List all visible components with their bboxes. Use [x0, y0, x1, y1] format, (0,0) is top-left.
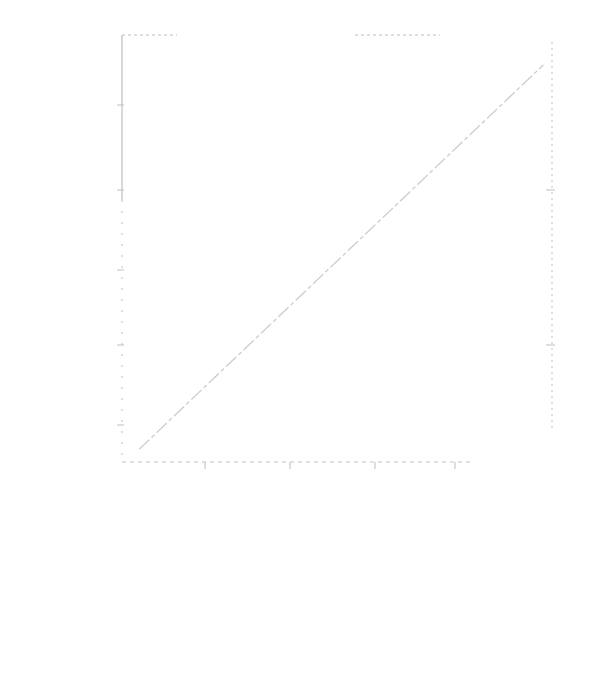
chart-axes — [121, 34, 553, 463]
chart-ticks — [117, 104, 555, 469]
series-line-0 — [138, 64, 544, 450]
chart-series — [138, 64, 544, 450]
